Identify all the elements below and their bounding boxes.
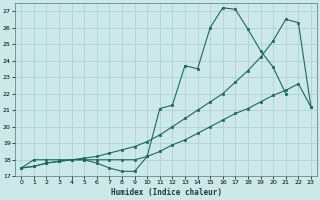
X-axis label: Humidex (Indice chaleur): Humidex (Indice chaleur) (111, 188, 221, 197)
